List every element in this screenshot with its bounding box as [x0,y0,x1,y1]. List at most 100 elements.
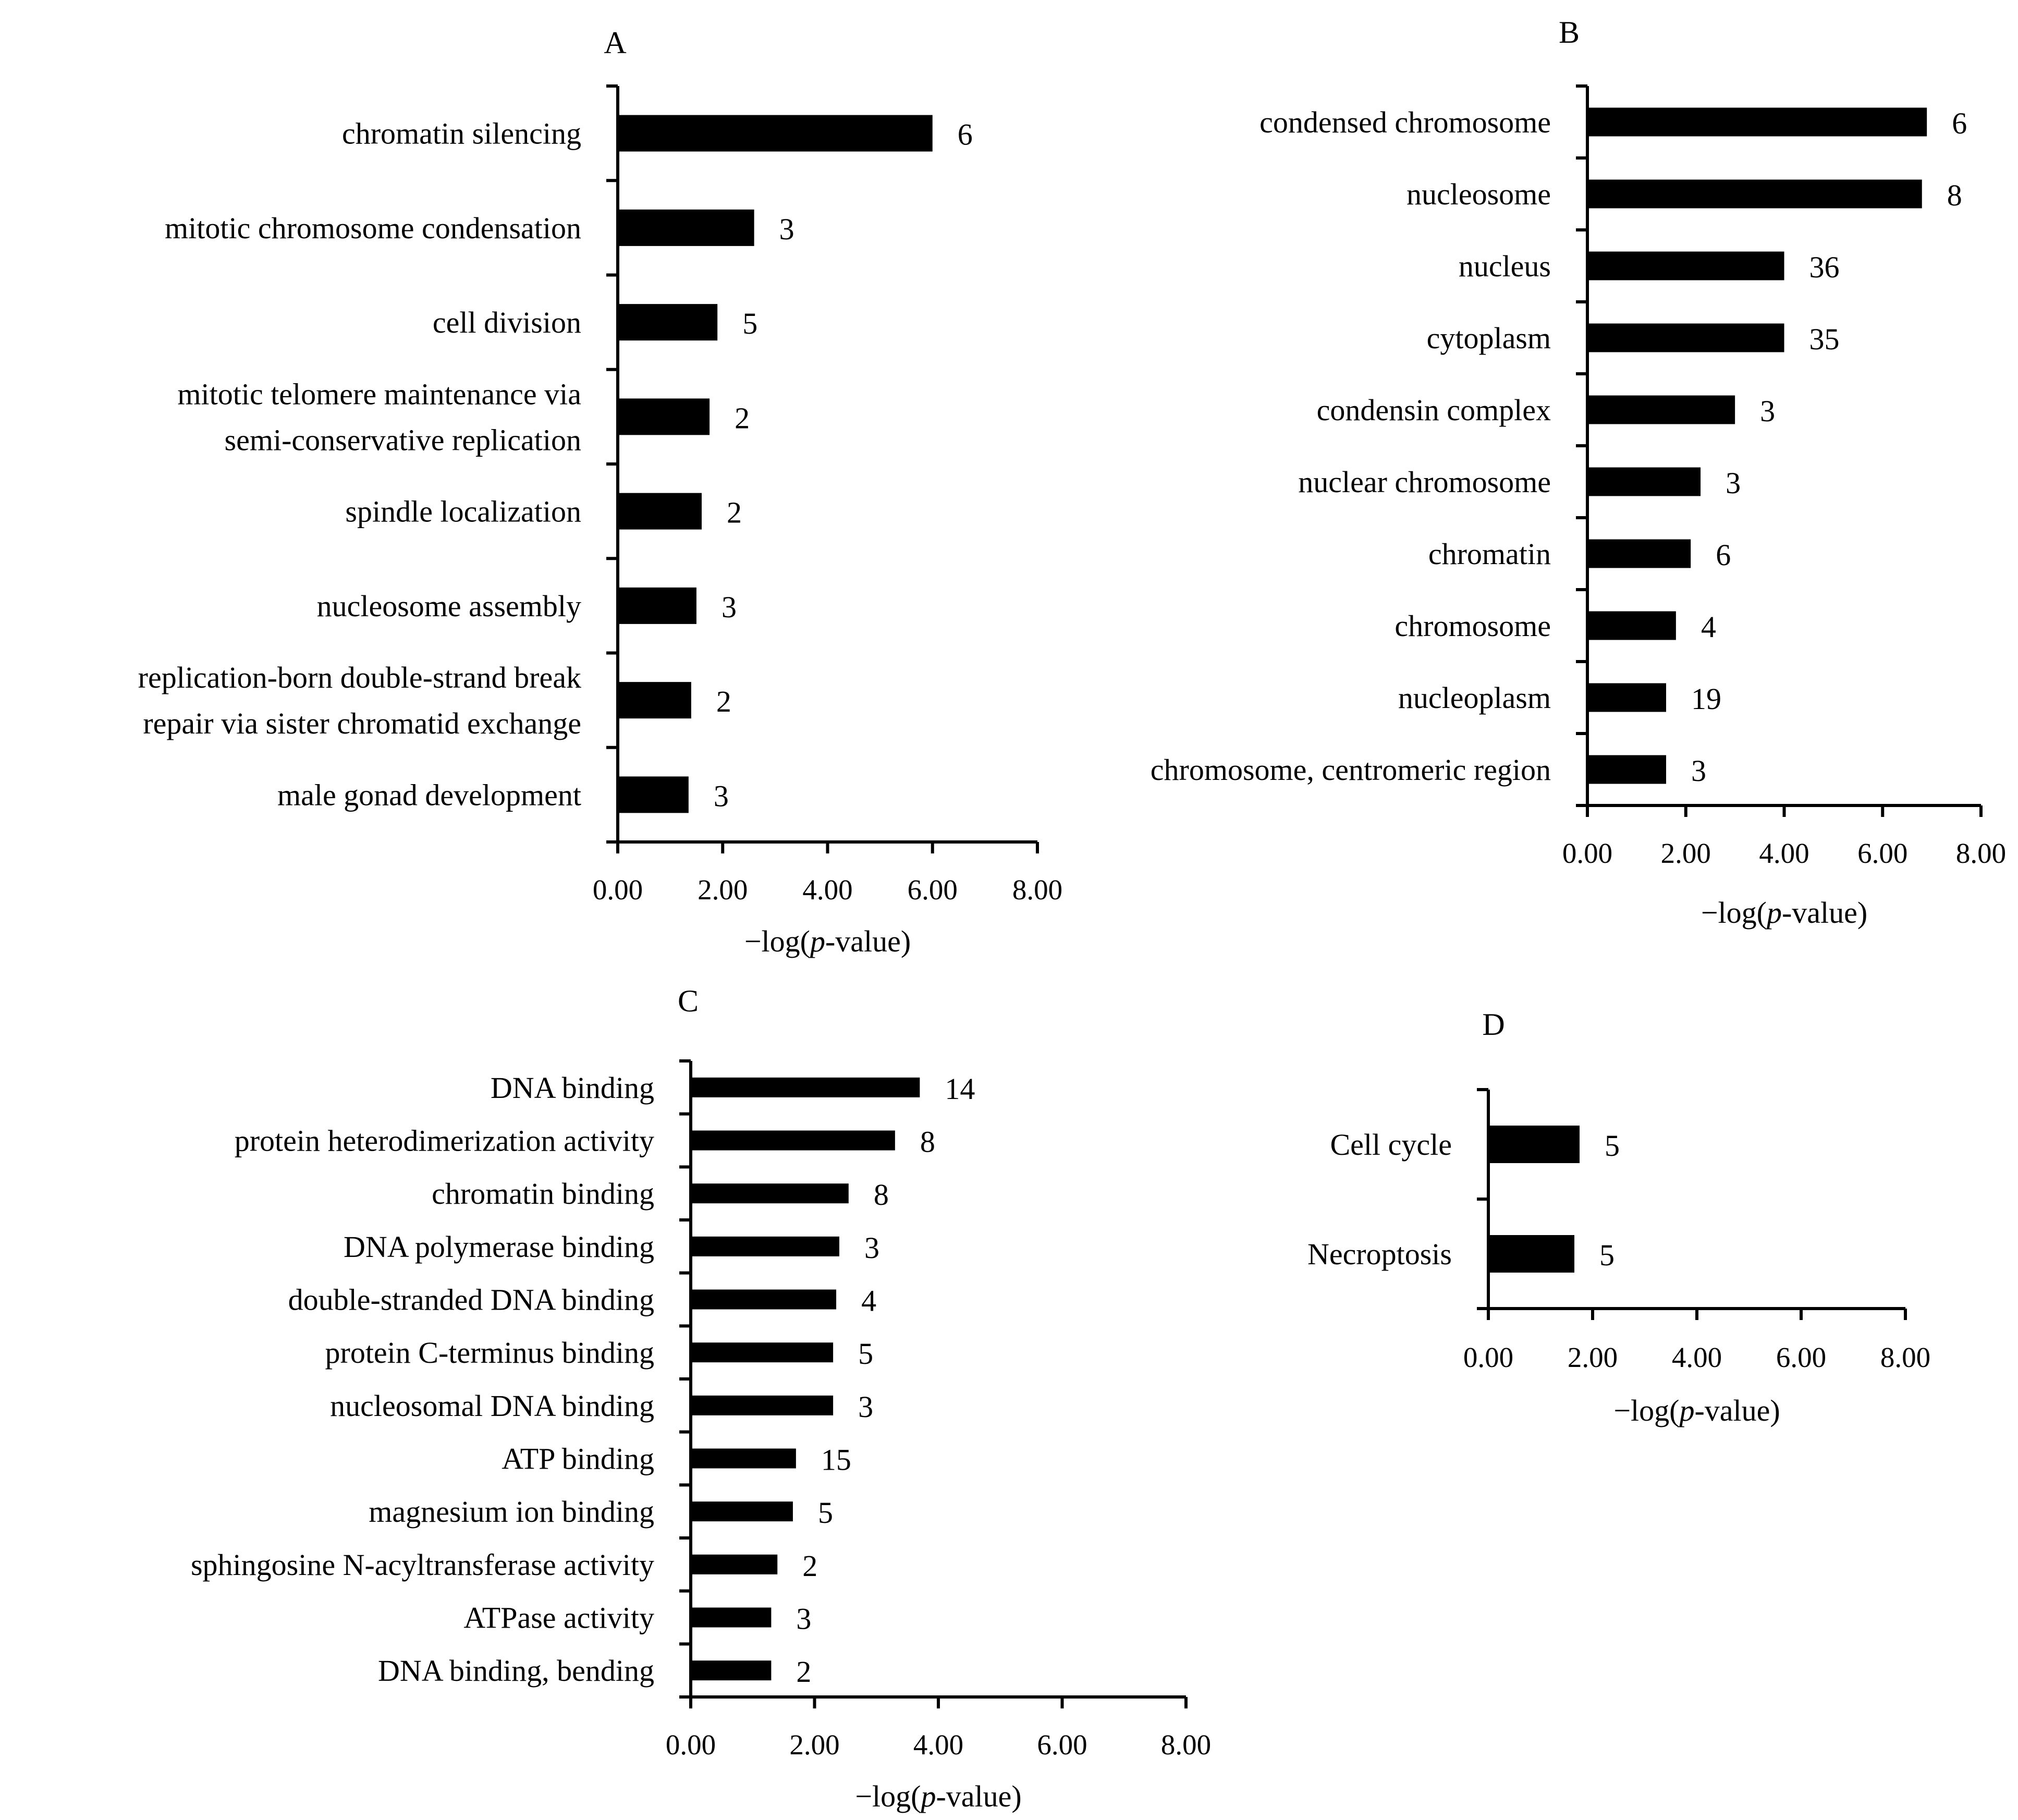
bar-value-label: 35 [1809,322,1840,356]
x-tick-label: 8.00 [1956,837,2006,869]
bar-value-label: 15 [821,1443,851,1477]
x-tick-label: 0.00 [593,874,643,906]
category-label: Necroptosis [1307,1237,1452,1271]
category-label: DNA binding [491,1071,654,1105]
x-tick-label: 6.00 [1037,1729,1087,1761]
bar [691,1395,834,1415]
bar-value-label: 5 [858,1337,873,1371]
x-tick-label: 6.00 [1857,837,1907,869]
bar [1587,323,1784,352]
bar-value-label: 6 [1952,106,1967,140]
bar-value-label: 8 [874,1178,889,1212]
bar [618,209,754,246]
category-label: ATP binding [502,1442,654,1476]
category-label: cytoplasm [1427,321,1551,355]
category-label: sphingosine N-acyltransferase activity [191,1548,654,1582]
category-label: ATPase activity [463,1601,654,1635]
bar [618,115,933,152]
x-tick-label: 6.00 [1776,1341,1826,1373]
bar-value-label: 4 [1701,610,1716,644]
x-tick-label: 4.00 [1672,1341,1722,1373]
bar [691,1183,849,1204]
bar [691,1660,772,1681]
bar [691,1077,920,1097]
bar [1587,539,1691,568]
bar [1587,611,1676,640]
category-label: male gonad development [277,778,581,812]
bar [618,398,710,435]
bar [691,1448,796,1469]
panel-b: B 0.00 2.00 4.00 6.00 8.00 −log(p-value) conden… [1151,15,2006,930]
panel-c: C 0.00 2.00 4.00 6.00 8.00 −log(p-value) DNA bi… [191,984,1211,1813]
bar [691,1289,837,1310]
category-label: chromatin [1428,537,1551,571]
panel-label: C [678,984,699,1018]
bar-value-label: 3 [714,779,729,813]
category-label: DNA binding, bending [378,1654,654,1688]
category-label: chromatin silencing [342,117,581,151]
category-label: nucleosomal DNA binding [330,1389,654,1423]
bar [618,776,689,813]
x-axis-title: −log(p-value) [1701,896,1867,930]
bar-value-label: 3 [858,1390,873,1424]
bar-value-label: 19 [1691,682,1721,716]
bar-value-label: 5 [818,1496,833,1530]
bar-value-label: 2 [796,1655,811,1689]
x-tick-label: 2.00 [789,1729,839,1761]
x-tick-label: 2.00 [1661,837,1711,869]
category-label: cell division [433,306,581,339]
bar-value-label: 5 [1605,1129,1620,1163]
bar-value-label: 4 [861,1284,876,1318]
bar-value-label: 5 [742,307,757,340]
bar-value-label: 2 [735,401,750,435]
category-label: condensed chromosome [1259,105,1551,139]
bar [1587,179,1922,209]
x-tick-label: 4.00 [913,1729,963,1761]
bar-value-label: 3 [1726,466,1741,500]
panel-a: A 0.00 2.00 4.00 6.00 8.00 −log(p-value) chroma… [138,26,1062,958]
panel-label: D [1482,1007,1505,1042]
panel-label: B [1559,15,1580,50]
category-label: mitotic chromosome condensation [165,211,581,245]
category-label: double-stranded DNA binding [288,1283,654,1317]
x-tick-label: 0.00 [666,1729,716,1761]
category-label: semi-conservative replication [225,423,581,457]
category-label: replication-born double-strand break [138,661,581,694]
x-tick-label: 0.00 [1463,1341,1513,1373]
category-label: chromosome [1395,609,1551,643]
x-axis-title: −log(p-value) [744,924,911,958]
category-label: protein heterodimerization activity [235,1124,654,1158]
bar-value-label: 3 [779,212,794,246]
bar [691,1607,772,1628]
category-label: protein C-terminus binding [325,1336,655,1370]
bar [1587,251,1784,280]
bar [618,682,691,719]
x-tick-label: 8.00 [1880,1341,1930,1373]
bar-value-label: 6 [958,118,973,152]
bar-value-label: 2 [727,496,742,530]
bar [1587,683,1666,712]
x-tick-label: 6.00 [908,874,958,906]
bar [691,1342,834,1363]
bar-value-label: 5 [1599,1238,1615,1272]
category-label: mitotic telomere maintenance via [177,377,581,411]
bar [618,493,702,530]
x-tick-label: 8.00 [1012,874,1062,906]
x-tick-label: 0.00 [1562,837,1612,869]
category-label: Cell cycle [1330,1128,1452,1162]
bar [1488,1126,1580,1163]
category-label: condensin complex [1317,393,1551,427]
x-axis-title: −log(p-value) [855,1779,1021,1813]
bar [1587,107,1927,137]
bar [691,1130,895,1151]
bar [618,587,696,624]
category-label: nucleosome [1407,177,1551,211]
bar-value-label: 3 [1760,394,1775,428]
bar [691,1554,778,1574]
bar-value-label: 6 [1716,538,1731,572]
bar-value-label: 3 [1691,754,1706,788]
bar [618,304,718,341]
x-axis-title: −log(p-value) [1613,1394,1780,1427]
category-label: chromatin binding [432,1177,654,1211]
